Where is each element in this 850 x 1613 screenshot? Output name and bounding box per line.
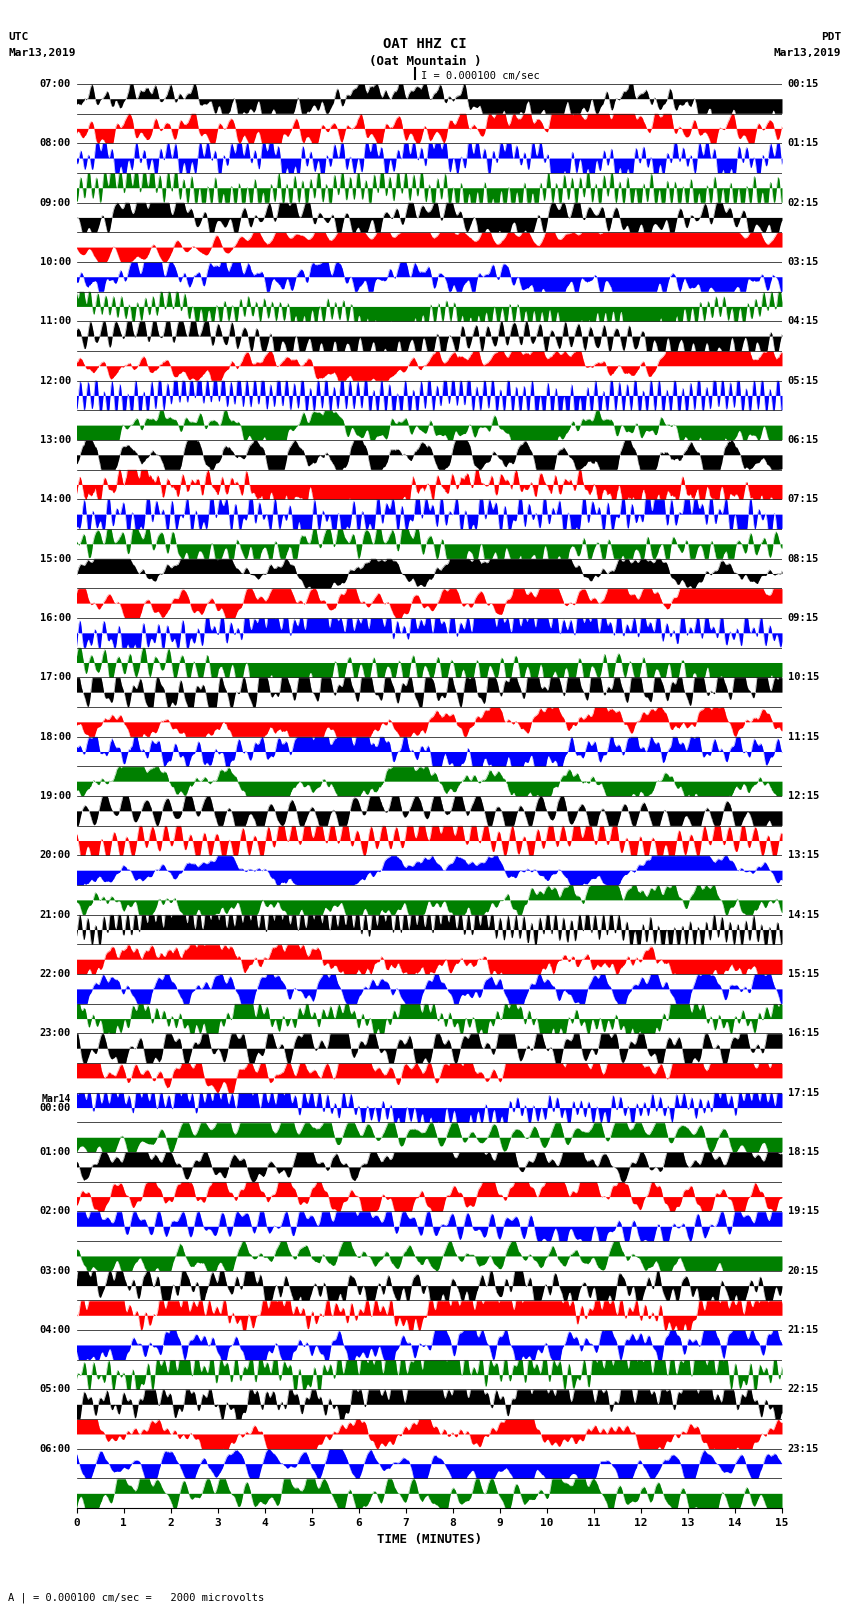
Text: 05:00: 05:00 (40, 1384, 71, 1395)
Text: UTC: UTC (8, 32, 29, 42)
Text: 10:15: 10:15 (788, 673, 819, 682)
Text: 03:00: 03:00 (40, 1266, 71, 1276)
Text: 04:15: 04:15 (788, 316, 819, 326)
Text: 01:15: 01:15 (788, 139, 819, 148)
Text: 20:00: 20:00 (40, 850, 71, 860)
Text: Mar14: Mar14 (42, 1094, 71, 1105)
Text: 19:00: 19:00 (40, 790, 71, 802)
Text: OAT HHZ CI: OAT HHZ CI (383, 37, 467, 52)
Text: 15:15: 15:15 (788, 969, 819, 979)
Text: 00:15: 00:15 (788, 79, 819, 89)
Text: 15:00: 15:00 (40, 553, 71, 563)
Text: 21:15: 21:15 (788, 1326, 819, 1336)
Text: 11:00: 11:00 (40, 316, 71, 326)
Text: 03:15: 03:15 (788, 256, 819, 266)
Text: 18:15: 18:15 (788, 1147, 819, 1157)
Text: 22:00: 22:00 (40, 969, 71, 979)
Text: 23:15: 23:15 (788, 1444, 819, 1453)
Text: 13:00: 13:00 (40, 436, 71, 445)
Text: 12:15: 12:15 (788, 790, 819, 802)
Text: 02:15: 02:15 (788, 197, 819, 208)
Text: 09:00: 09:00 (40, 197, 71, 208)
Text: 14:15: 14:15 (788, 910, 819, 919)
Text: 16:00: 16:00 (40, 613, 71, 623)
Text: 11:15: 11:15 (788, 732, 819, 742)
Text: 22:15: 22:15 (788, 1384, 819, 1395)
Text: 17:15: 17:15 (788, 1087, 819, 1098)
Text: A | = 0.000100 cm/sec =   2000 microvolts: A | = 0.000100 cm/sec = 2000 microvolts (8, 1592, 264, 1603)
Text: 08:00: 08:00 (40, 139, 71, 148)
Text: 20:15: 20:15 (788, 1266, 819, 1276)
Text: 06:00: 06:00 (40, 1444, 71, 1453)
Text: 14:00: 14:00 (40, 494, 71, 505)
X-axis label: TIME (MINUTES): TIME (MINUTES) (377, 1534, 482, 1547)
Text: 19:15: 19:15 (788, 1207, 819, 1216)
Text: 07:00: 07:00 (40, 79, 71, 89)
Text: I = 0.000100 cm/sec: I = 0.000100 cm/sec (421, 71, 540, 81)
Text: (Oat Mountain ): (Oat Mountain ) (369, 55, 481, 68)
Text: 04:00: 04:00 (40, 1326, 71, 1336)
Text: 01:00: 01:00 (40, 1147, 71, 1157)
Text: 13:15: 13:15 (788, 850, 819, 860)
Text: 12:00: 12:00 (40, 376, 71, 386)
Text: 00:00: 00:00 (40, 1103, 71, 1113)
Text: 07:15: 07:15 (788, 494, 819, 505)
Text: 23:00: 23:00 (40, 1029, 71, 1039)
Text: 02:00: 02:00 (40, 1207, 71, 1216)
Text: 16:15: 16:15 (788, 1029, 819, 1039)
Text: 05:15: 05:15 (788, 376, 819, 386)
Text: Mar13,2019: Mar13,2019 (8, 48, 76, 58)
Text: Mar13,2019: Mar13,2019 (774, 48, 842, 58)
Text: 08:15: 08:15 (788, 553, 819, 563)
Text: 21:00: 21:00 (40, 910, 71, 919)
Text: 10:00: 10:00 (40, 256, 71, 266)
Text: 17:00: 17:00 (40, 673, 71, 682)
Text: PDT: PDT (821, 32, 842, 42)
Text: 18:00: 18:00 (40, 732, 71, 742)
Text: 09:15: 09:15 (788, 613, 819, 623)
Text: 06:15: 06:15 (788, 436, 819, 445)
